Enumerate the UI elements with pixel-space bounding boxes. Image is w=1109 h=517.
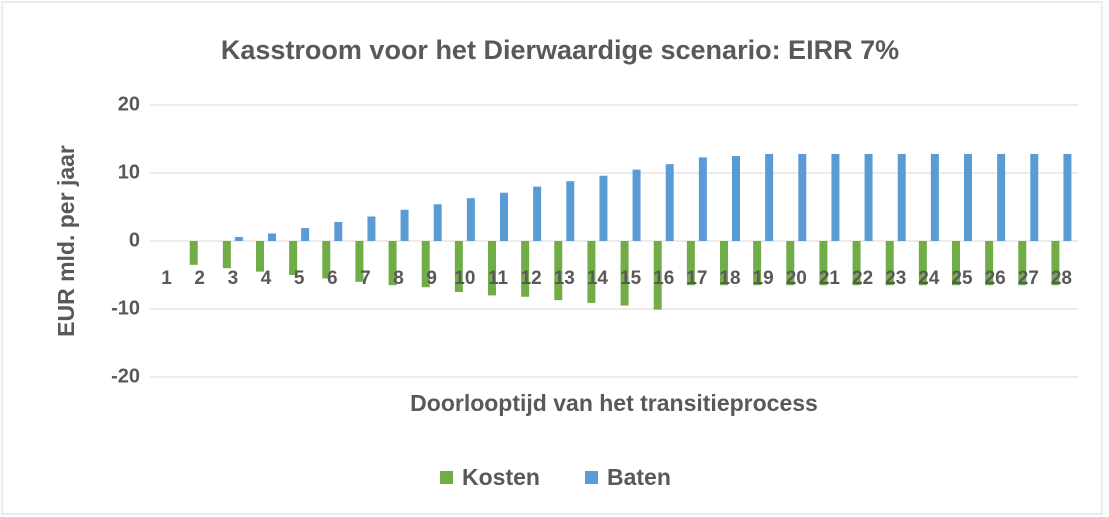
bar: [1030, 153, 1039, 241]
legend-label: Baten: [607, 464, 671, 490]
bar: [952, 241, 960, 286]
x-axis-title: Doorlooptijd van het transitieprocess: [410, 390, 818, 416]
x-tick-label: 19: [753, 268, 774, 289]
bar: [367, 216, 376, 241]
x-tick-label: 15: [620, 268, 642, 289]
bar: [521, 241, 530, 297]
bar: [765, 153, 774, 241]
x-tick-label: 3: [228, 268, 239, 289]
bar: [301, 228, 310, 241]
bar: [268, 233, 276, 241]
bar: [322, 241, 331, 279]
x-tick-label: 12: [521, 268, 542, 289]
y-axis-title: EUR mld. per jaar: [53, 145, 79, 337]
bar: [1018, 241, 1027, 286]
bar: [885, 241, 894, 286]
bar: [533, 186, 542, 241]
bar: [653, 241, 662, 310]
x-tick-label: 27: [1018, 268, 1039, 289]
x-tick-label: 20: [786, 268, 807, 289]
x-tick-label: 10: [454, 268, 475, 289]
bar: [864, 153, 873, 241]
x-tick-label: 28: [1051, 268, 1072, 289]
x-tick-label: 1: [161, 268, 172, 289]
x-tick-label: 16: [653, 268, 674, 289]
x-tick-label: 6: [327, 268, 338, 289]
bar: [732, 156, 740, 241]
bar: [554, 241, 563, 301]
bar: [819, 241, 828, 286]
bar: [918, 241, 927, 286]
bar: [698, 157, 707, 241]
bar: [686, 241, 695, 286]
bar: [599, 175, 608, 241]
x-tick-label: 13: [554, 268, 575, 289]
legend-swatch: [585, 471, 598, 484]
bar: [189, 241, 198, 265]
bar: [222, 241, 231, 269]
x-tick-label: 18: [719, 268, 740, 289]
bar: [753, 241, 762, 286]
bar: [964, 153, 972, 241]
x-tick-label: 22: [852, 268, 873, 289]
bar: [997, 153, 1006, 241]
x-tick-label: 7: [360, 268, 371, 289]
x-tick-label: 25: [951, 268, 973, 289]
bar: [620, 241, 629, 306]
x-tick-label: 8: [393, 268, 404, 289]
bar: [1051, 241, 1060, 286]
bar: [289, 241, 298, 275]
bar: [566, 181, 575, 241]
x-tick-label: 26: [985, 268, 1006, 289]
x-tick-label: 21: [819, 268, 841, 289]
bar: [897, 153, 906, 241]
y-tick-label: 20: [118, 93, 140, 115]
legend-label: Kosten: [462, 464, 540, 490]
y-tick-label: 10: [118, 161, 140, 183]
bar: [665, 164, 674, 241]
bar: [1063, 153, 1072, 241]
x-tick-label: 9: [426, 268, 437, 289]
bar: [985, 241, 994, 286]
bar: [388, 241, 397, 286]
x-tick-label: 11: [488, 268, 509, 289]
bar: [454, 241, 463, 292]
bar: [400, 209, 409, 241]
bar: [852, 241, 861, 286]
bar: [488, 241, 496, 296]
x-tick-label: 24: [918, 268, 940, 289]
x-tick-label: 5: [294, 268, 305, 289]
bar: [798, 153, 807, 241]
x-tick-label: 2: [194, 268, 205, 289]
chart-title: Kasstroom voor het Dierwaardige scenario…: [221, 35, 899, 65]
bar: [720, 241, 728, 286]
bar: [355, 241, 364, 282]
bar: [256, 241, 264, 272]
y-tick-label: -20: [111, 365, 140, 387]
x-tick-label: 17: [686, 268, 707, 289]
bar: [433, 204, 442, 241]
y-tick-label: 0: [129, 229, 140, 251]
bar: [786, 241, 795, 286]
bar: [831, 153, 840, 241]
bar: [421, 241, 430, 288]
bar: [930, 153, 939, 241]
bar: [632, 169, 641, 241]
x-tick-label: 4: [261, 268, 272, 289]
y-tick-label: -10: [111, 297, 140, 319]
x-tick-label: 23: [885, 268, 906, 289]
legend-swatch: [440, 471, 453, 484]
bar: [466, 198, 475, 241]
x-tick-label: 14: [587, 268, 609, 289]
bar: [334, 221, 343, 241]
bar: [587, 241, 596, 303]
bar: [234, 236, 243, 241]
bar: [500, 192, 508, 241]
